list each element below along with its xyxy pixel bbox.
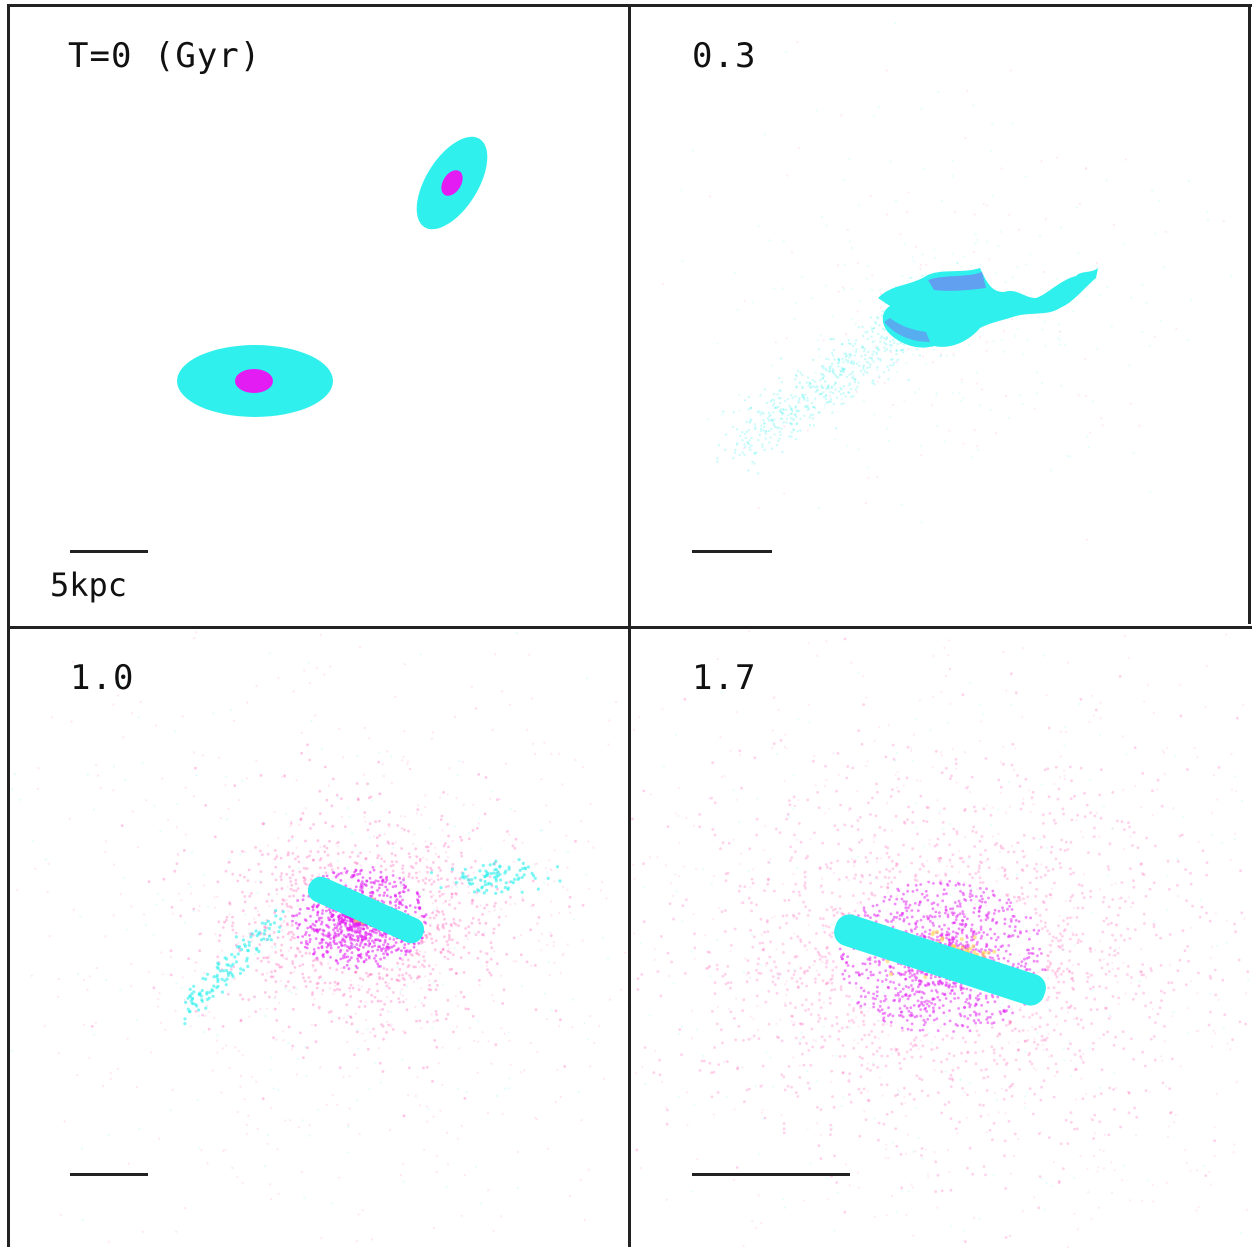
panel-t0: T=0 (Gyr) 5kpc	[8, 6, 628, 626]
bar-disk	[834, 914, 1046, 1006]
galaxy-pair-image	[177, 136, 488, 417]
panel-t10: 1.0	[8, 628, 628, 1248]
bar-disk	[307, 876, 425, 944]
merger-stage-image	[662, 22, 1233, 541]
stellar-particles	[10, 631, 627, 1243]
galaxy-bulge-large	[235, 369, 273, 393]
merger-core-lower	[884, 318, 930, 342]
scale-bar	[70, 550, 148, 553]
final-remnant-image	[630, 630, 1250, 1248]
panel-t03: 0.3	[630, 6, 1250, 626]
remnant-stage-image	[10, 631, 627, 1243]
scale-label: 5kpc	[50, 566, 128, 604]
panel-t17: 1.7	[630, 628, 1250, 1248]
central-bar	[307, 876, 425, 944]
scale-bar	[692, 550, 772, 553]
galaxy-small	[416, 136, 488, 230]
time-label: 1.7	[692, 658, 757, 698]
merger-core	[928, 272, 986, 291]
time-label: 0.3	[692, 36, 757, 76]
time-label: T=0 (Gyr)	[68, 36, 262, 76]
stellar-particles	[630, 630, 1250, 1248]
frame-left	[7, 4, 10, 1247]
time-label: 1.0	[70, 658, 135, 698]
frame-middle-vertical	[628, 4, 631, 1247]
scale-bar	[692, 1173, 850, 1176]
frame-right	[1248, 4, 1251, 624]
galaxy-bulge-small	[441, 170, 463, 196]
scale-bar	[70, 1173, 148, 1176]
central-bar	[834, 914, 1046, 1006]
